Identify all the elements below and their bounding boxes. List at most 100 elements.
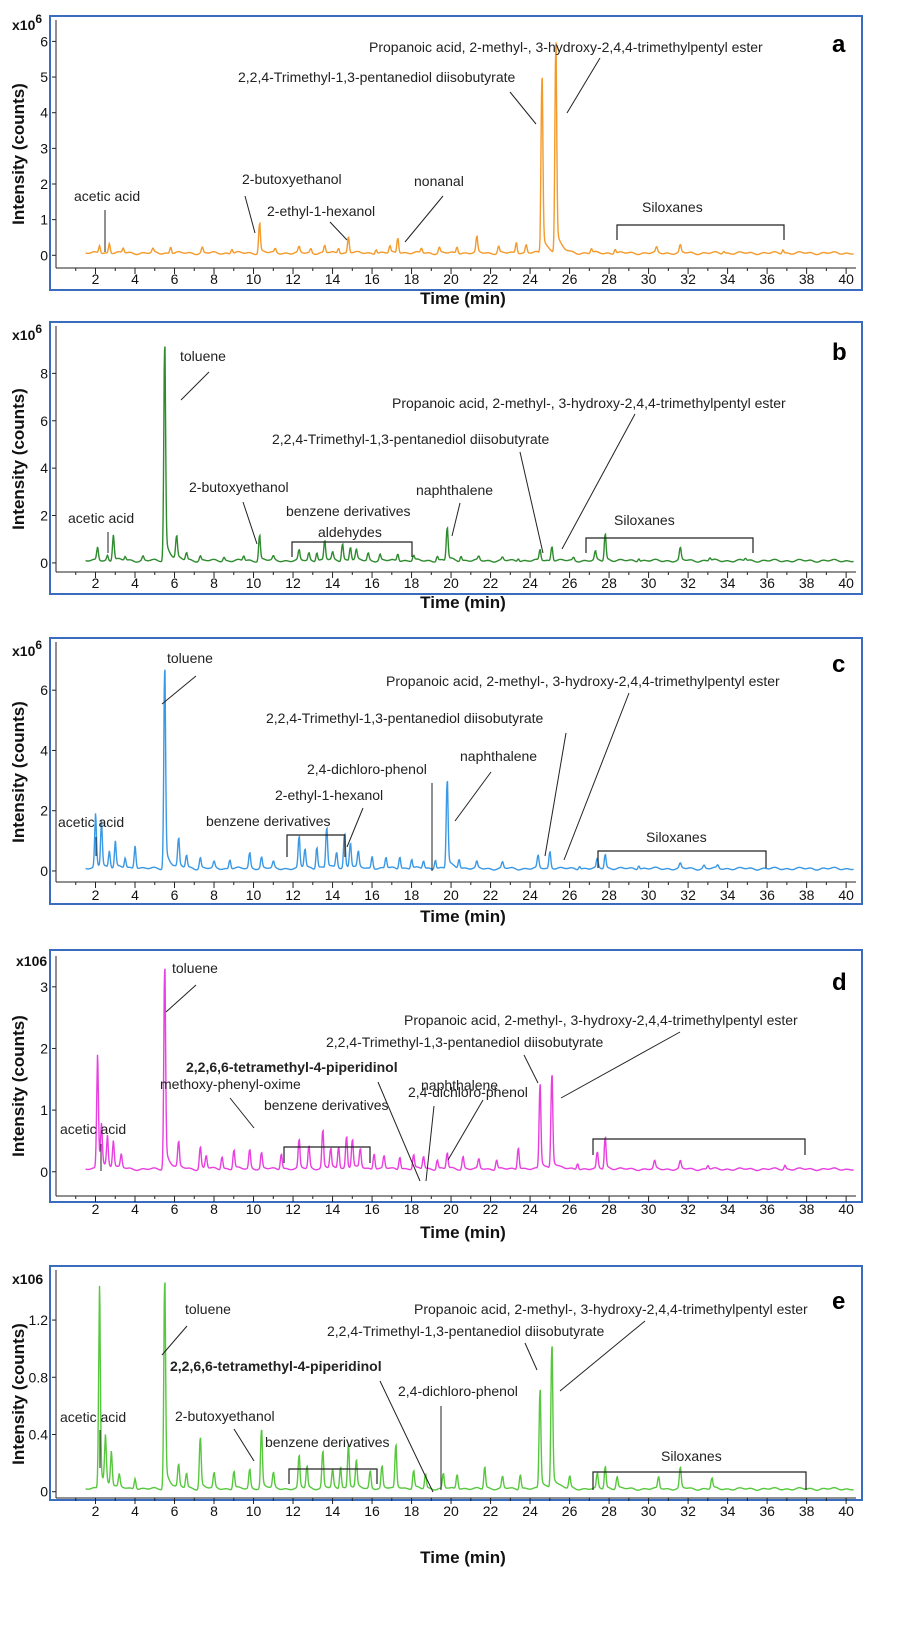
y-tick-label: 2 [40,1040,48,1056]
chromatogram-panel-c: 0 2 4 6 2 4 6 8 10 12 14 16 18 20 22 24 26 28 30 32 34 36 38 40… [0,632,914,947]
peak-annotation: toluene [167,650,213,666]
x-tick-label: 34 [720,575,736,591]
annotation-leader-line [544,732,567,857]
x-tick-label: 16 [364,1201,380,1217]
y-tick-label: 0.8 [29,1369,49,1385]
group-bracket [286,834,346,857]
x-tick-label: 12 [285,575,301,591]
x-tick-label: 8 [210,575,218,591]
annotation-leader-line [329,221,348,241]
x-tick-label: 22 [483,887,499,903]
x-tick-label: 20 [443,271,459,287]
x-tick-label: 30 [641,1201,657,1217]
group-bracket [592,1138,806,1155]
peak-annotation: naphthalene [421,1077,498,1093]
annotation-leader-line [523,1054,539,1084]
x-tick-label: 10 [246,575,262,591]
chromatogram-trace [85,968,854,1172]
y-tick-label: 6 [40,413,48,429]
peak-annotation: 2-butoxyethanol [242,171,342,187]
y-multiplier-label: x106 [12,638,42,659]
chromatogram-trace [85,346,854,563]
x-tick-label: 24 [522,1201,538,1217]
y-axis-title: Intensity (counts) [9,388,28,530]
annotation-leader-line [447,1099,484,1161]
x-tick-label: 24 [522,887,538,903]
y-tick-label: 1 [40,1102,48,1118]
y-tick-label: 5 [40,69,48,85]
plot-frame [49,949,863,1203]
peak-annotation: benzene derivatives [265,1434,390,1450]
x-tick-label: 6 [171,887,179,903]
x-tick-label: 36 [759,271,775,287]
x-tick-label: 10 [246,271,262,287]
x-tick-label: 26 [562,1503,578,1519]
x-tick-label: 24 [522,271,538,287]
annotation-leader-line [563,692,630,861]
x-tick-label: 4 [131,1201,139,1217]
y-multiplier-exponent: 6 [35,322,42,336]
y-multiplier-label: x106 [16,953,47,969]
peak-annotation: Siloxanes [642,199,703,215]
peak-annotation: Propanoic acid, 2-methyl-, 3-hydroxy-2,4… [404,1012,798,1028]
x-tick-label: 6 [171,575,179,591]
y-multiplier-exponent: 6 [35,12,42,26]
x-axis-title: Time (min) [420,289,506,308]
x-tick-label: 38 [799,575,815,591]
chromatogram-panel-b: 0 2 4 6 8 2 4 6 8 10 12 14 16 18 20 22 24 26 28 30 32 34 36 38 4… [0,316,914,631]
x-tick-label: 26 [562,887,578,903]
x-tick-label: 12 [285,887,301,903]
x-tick-label: 4 [131,887,139,903]
x-tick-label: 2 [92,1503,100,1519]
x-tick-label: 40 [838,575,854,591]
chromatogram-trace [85,669,854,871]
x-tick-label: 10 [246,1201,262,1217]
plot-frame [49,15,863,291]
x-tick-label: 16 [364,575,380,591]
y-tick-label: 0 [40,555,48,571]
x-tick-label: 8 [210,271,218,287]
peak-annotation: acetic acid [68,510,134,526]
y-multiplier-exponent: 6 [35,638,42,652]
annotation-leader-line [165,984,197,1013]
peak-annotation: 2,2,4-Trimethyl-1,3-pentanediol diisobut… [272,431,550,447]
peak-annotation: benzene derivatives [206,813,331,829]
y-tick-label: 4 [40,105,48,121]
y-tick-label: 0.4 [29,1426,49,1442]
peak-annotation: acetic acid [60,1121,126,1137]
x-tick-label: 32 [680,1503,696,1519]
x-tick-label: 10 [246,1503,262,1519]
x-tick-label: 14 [325,1503,341,1519]
x-tick-label: 24 [522,1503,538,1519]
x-tick-label: 34 [720,1201,736,1217]
peak-annotation: nonanal [414,173,464,189]
y-tick-label: 2 [40,803,48,819]
chromatogram-panel-d: 0 1 2 3 2 4 6 8 10 12 14 16 18 20 22 24 26 28 30 32 34 36 38 40… [0,948,914,1263]
x-tick-label: 40 [838,1201,854,1217]
x-tick-label: 18 [404,1503,420,1519]
plot-frame [49,1265,863,1501]
x-tick-label: 6 [171,1201,179,1217]
x-tick-label: 2 [92,1201,100,1217]
x-tick-label: 34 [720,271,736,287]
annotation-leader-line [233,1428,255,1462]
x-tick-label: 18 [404,271,420,287]
peak-annotation: toluene [180,348,226,364]
group-bracket [592,1471,807,1490]
annotation-leader-line [566,57,601,114]
x-tick-label: 20 [443,1201,459,1217]
x-tick-label: 28 [601,1503,617,1519]
x-tick-label: 4 [131,575,139,591]
x-tick-label: 12 [285,1503,301,1519]
x-tick-label: 8 [210,1201,218,1217]
x-tick-label: 14 [325,271,341,287]
annotation-leader-line [509,91,537,125]
annotation-leader-line [379,1380,434,1493]
peak-annotation: 2,2,6,6-tetramethyl-4-piperidinol [170,1358,382,1374]
x-tick-label: 16 [364,887,380,903]
annotation-leader-line [404,195,444,243]
peak-annotation: methoxy-phenyl-oxime [160,1076,301,1092]
x-tick-label: 4 [131,271,139,287]
